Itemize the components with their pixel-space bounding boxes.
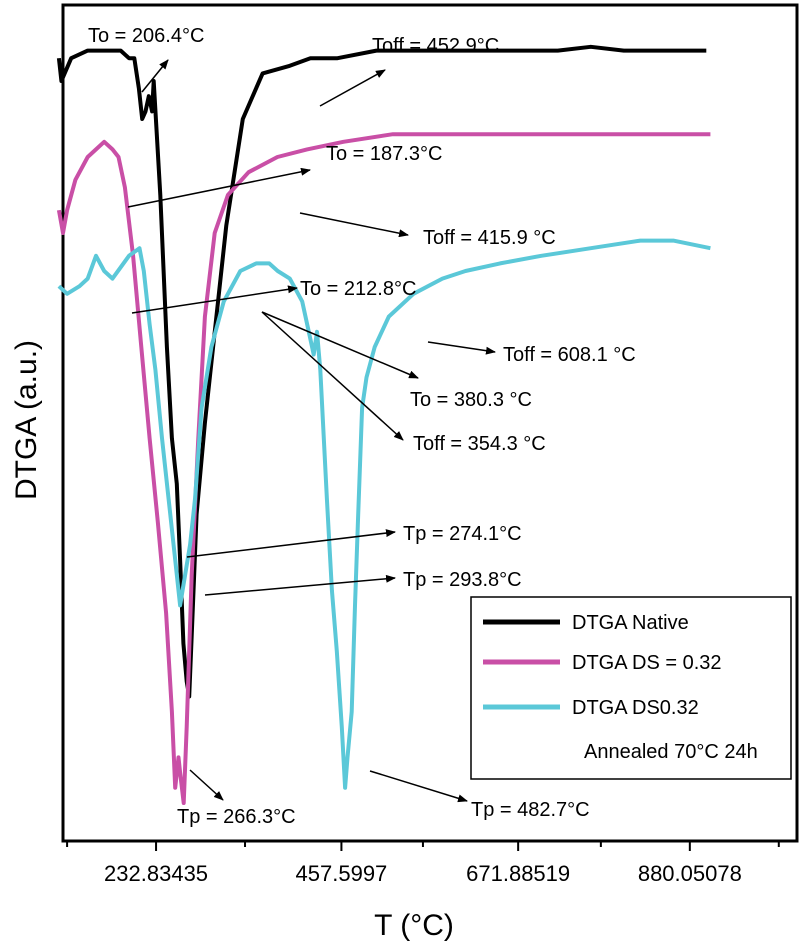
x-tick-label: 457.5997 — [296, 861, 388, 886]
legend-note: Annealed 70°C 24h — [584, 741, 758, 763]
annotation-tp-274: Tp = 274.1°C — [403, 523, 522, 545]
x-axis-title: T (°C) — [374, 909, 454, 942]
x-tick-label: 671.88519 — [466, 861, 570, 886]
arrow-ann-onset2 — [261, 311, 419, 379]
legend-box — [470, 596, 792, 780]
x-tick-label: 232.83435 — [104, 861, 208, 886]
arrow-ds-onset — [127, 167, 311, 208]
annotation-ann-offset: Toff = 608.1 °C — [503, 344, 636, 366]
annotation-tp-293: Tp = 293.8°C — [403, 569, 522, 591]
arrow-ann-offset — [427, 341, 496, 355]
annotation-tp-482: Tp = 482.7°C — [471, 799, 590, 821]
annotation-ann-onset: To = 212.8°C — [300, 278, 416, 300]
x-tick-label: 880.05078 — [638, 861, 742, 886]
annotation-ann-offset2: Toff = 354.3 °C — [413, 433, 546, 455]
annotation-arrows — [127, 59, 496, 803]
arrow-native-onset — [141, 59, 169, 93]
annotation-tp-266: Tp = 266.3°C — [177, 806, 296, 828]
legend: DTGA Native DTGA DS = 0.32 DTGA DS0.32 A… — [470, 596, 792, 780]
annotation-ds-onset: To = 187.3°C — [326, 143, 442, 165]
annotation-native-onset: To = 206.4°C — [88, 25, 204, 47]
arrow-tp-293 — [204, 574, 396, 596]
x-axis-ticks: 232.83435 457.5997 671.88519 880.05078 — [66, 841, 780, 886]
legend-label-annealed: DTGA DS0.32 — [572, 697, 699, 719]
annotation-ds-offset: Toff = 415.9 °C — [423, 227, 556, 249]
arrow-tp-274 — [186, 529, 396, 558]
arrow-ds-offset — [299, 212, 409, 238]
annotation-native-offset: Toff = 452.9°C — [372, 35, 499, 57]
y-axis-title: DTGA (a.u.) — [10, 340, 43, 500]
arrow-tp-482 — [369, 770, 468, 803]
arrow-tp-266 — [189, 769, 224, 801]
annotation-ann-onset2: To = 380.3 °C — [410, 389, 532, 411]
arrow-ann-onset — [131, 285, 298, 314]
series-line-ds — [56, 132, 711, 805]
arrow-native-offset — [319, 69, 386, 107]
plot-frame — [61, 3, 799, 843]
legend-label-native: DTGA Native — [572, 612, 689, 634]
legend-label-ds: DTGA DS = 0.32 — [572, 652, 722, 674]
arrow-ann-offset2 — [261, 311, 404, 441]
